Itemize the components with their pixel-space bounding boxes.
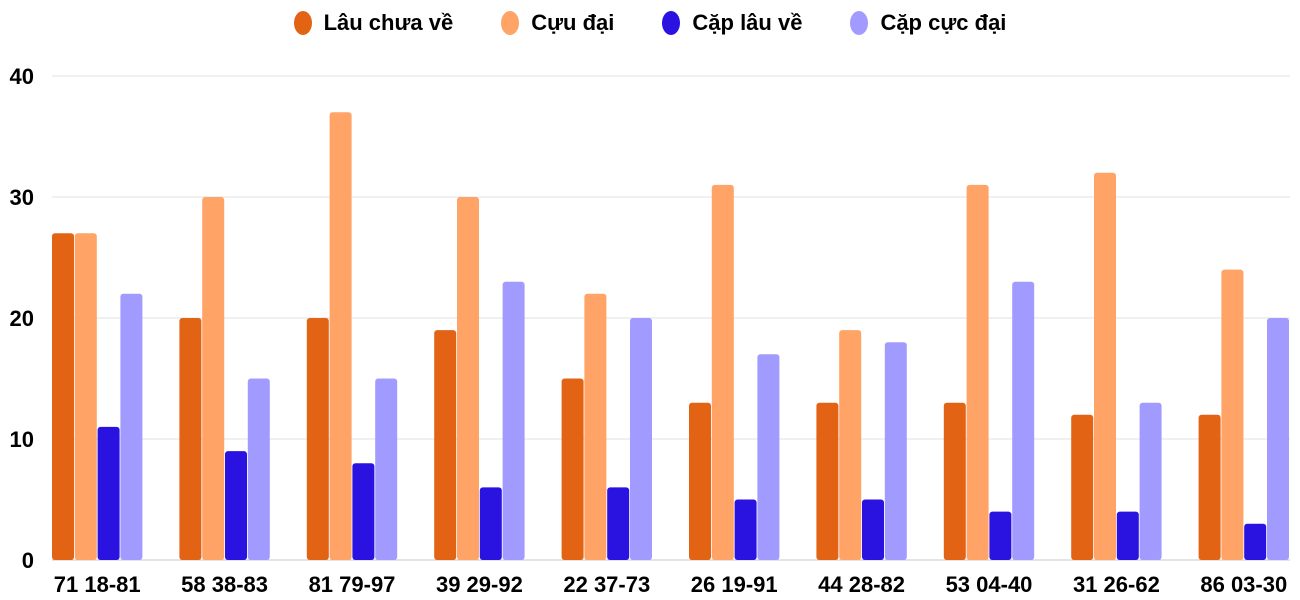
bar bbox=[120, 293, 143, 560]
bar bbox=[74, 233, 97, 561]
bar bbox=[1221, 269, 1244, 560]
bar bbox=[1012, 281, 1035, 560]
bar bbox=[734, 499, 757, 560]
x-tick-label: 53 04-40 bbox=[946, 572, 1033, 597]
legend-marker bbox=[662, 11, 681, 35]
bar bbox=[607, 487, 630, 560]
x-tick-label: 71 18-81 bbox=[54, 572, 141, 597]
x-tick-label: 58 38-83 bbox=[181, 572, 268, 597]
bar bbox=[816, 402, 839, 560]
bar bbox=[52, 233, 74, 561]
bar bbox=[502, 281, 525, 560]
bar bbox=[884, 342, 907, 560]
y-tick-label: 30 bbox=[10, 185, 34, 210]
legend: Lâu chưa về Cựu đại Cặp lâu về Cặp cực đại bbox=[0, 10, 1300, 36]
y-tick-label: 0 bbox=[22, 548, 34, 573]
legend-item[interactable]: Lâu chưa về bbox=[293, 10, 454, 36]
legend-label: Cựu đại bbox=[531, 10, 615, 35]
x-tick-label: 86 03-30 bbox=[1200, 572, 1287, 597]
bar bbox=[584, 293, 607, 560]
legend-item[interactable]: Cựu đại bbox=[501, 10, 614, 36]
bar bbox=[966, 184, 989, 560]
y-tick-label: 20 bbox=[10, 306, 34, 331]
bar bbox=[329, 112, 352, 561]
bar bbox=[862, 499, 884, 560]
legend-item[interactable]: Cặp lâu về bbox=[662, 10, 802, 36]
x-tick-label: 39 29-92 bbox=[436, 572, 523, 597]
bar bbox=[479, 487, 502, 560]
legend-item[interactable]: Cặp cực đại bbox=[850, 10, 1006, 36]
bar bbox=[1267, 318, 1289, 560]
bar bbox=[179, 318, 202, 560]
bar bbox=[306, 318, 329, 560]
bar bbox=[1094, 172, 1116, 561]
y-tick-label: 10 bbox=[10, 427, 34, 452]
bar bbox=[434, 330, 457, 560]
bar bbox=[1116, 511, 1139, 560]
legend-marker bbox=[293, 11, 312, 35]
x-tick-label: 81 79-97 bbox=[309, 572, 396, 597]
bar bbox=[375, 378, 398, 560]
bar bbox=[1198, 414, 1221, 560]
legend-marker bbox=[850, 11, 869, 35]
legend-label: Cặp lâu về bbox=[692, 10, 803, 35]
bar bbox=[757, 354, 780, 560]
x-tick-label: 31 26-62 bbox=[1073, 572, 1160, 597]
bar bbox=[247, 378, 270, 560]
bar bbox=[630, 318, 652, 560]
bar bbox=[457, 197, 479, 560]
legend-marker bbox=[501, 11, 520, 35]
bar bbox=[943, 402, 966, 560]
bar bbox=[839, 330, 862, 560]
x-tick-label: 22 37-73 bbox=[563, 572, 650, 597]
bar bbox=[689, 402, 711, 560]
bar bbox=[352, 463, 375, 560]
x-tick-label: 26 19-91 bbox=[691, 572, 778, 597]
bar bbox=[711, 184, 734, 560]
y-tick-label: 40 bbox=[10, 64, 34, 89]
bar bbox=[225, 451, 247, 560]
bar bbox=[1139, 402, 1162, 560]
bar bbox=[202, 197, 225, 560]
bar bbox=[561, 378, 584, 560]
bar bbox=[1071, 414, 1094, 560]
bar bbox=[989, 511, 1012, 560]
x-tick-label: 44 28-82 bbox=[818, 572, 905, 597]
bar bbox=[97, 426, 120, 560]
legend-label: Cặp cực đại bbox=[880, 10, 1007, 35]
legend-label: Lâu chưa về bbox=[323, 10, 454, 35]
bar bbox=[1244, 523, 1267, 560]
